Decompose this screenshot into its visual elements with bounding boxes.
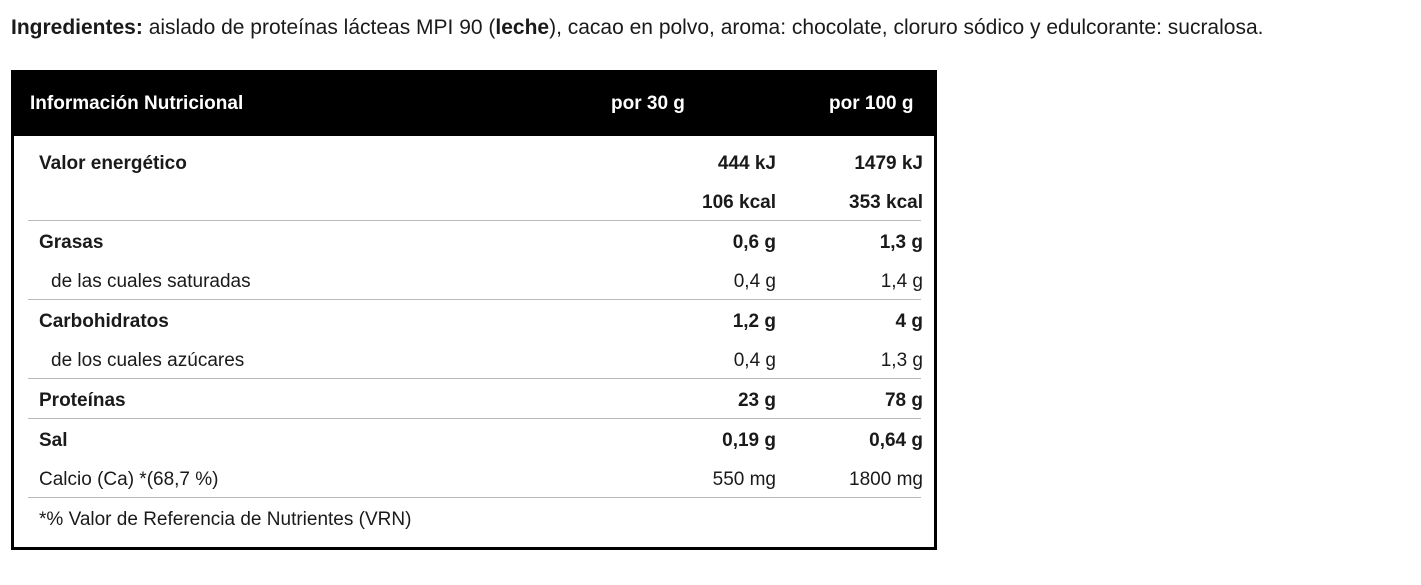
header-nutrition-info: Información Nutricional	[30, 93, 244, 114]
value-per-30g: 106 kcal	[702, 192, 776, 213]
table-row: Grasas 0,6 g 1,3 g	[28, 231, 923, 269]
nutrition-table: Información Nutricional por 30 g por 100…	[11, 70, 937, 550]
value-per-100g: 353 kcal	[849, 192, 923, 213]
row-label: Carbohidratos	[39, 311, 169, 332]
row-divider	[28, 378, 921, 379]
table-row: 106 kcal 353 kcal	[28, 191, 923, 229]
ingredients-text-part-2: ), cacao en polvo, aroma: chocolate, clo…	[549, 16, 1264, 39]
allergen-text: leche	[495, 16, 550, 39]
row-divider	[28, 497, 921, 498]
value-per-30g: 1,2 g	[732, 311, 776, 332]
value-per-100g: 4 g	[895, 311, 923, 332]
value-per-100g: 0,64 g	[869, 430, 923, 451]
table-row: Proteínas 23 g 78 g	[28, 389, 923, 427]
value-per-100g: 1,4 g	[880, 271, 923, 292]
row-label: de los cuales azúcares	[51, 350, 245, 371]
value-per-30g: 23 g	[737, 390, 776, 411]
ingredients-label: Ingredientes:	[11, 16, 143, 39]
value-per-30g: 550 mg	[712, 469, 776, 490]
header-per-100g: por 100 g	[829, 93, 914, 114]
value-per-30g: 444 kJ	[717, 153, 776, 174]
table-row: Valor energético 444 kJ 1479 kJ	[28, 152, 923, 190]
table-row: de los cuales azúcares 0,4 g 1,3 g	[28, 349, 923, 387]
header-per-30g: por 30 g	[611, 93, 685, 114]
nutrition-table-header: Información Nutricional por 30 g por 100…	[14, 73, 934, 136]
table-row: de las cuales saturadas 0,4 g 1,4 g	[28, 270, 923, 308]
row-divider	[28, 418, 921, 419]
row-label: Proteínas	[39, 390, 126, 411]
footnote: *% Valor de Referencia de Nutrientes (VR…	[39, 509, 412, 530]
table-row: Calcio (Ca) *(68,7 %) 550 mg 1800 mg	[28, 468, 923, 506]
table-row: Carbohidratos 1,2 g 4 g	[28, 310, 923, 348]
ingredients-text: Ingredientes: aislado de proteínas lácte…	[11, 14, 1421, 42]
table-row: Sal 0,19 g 0,64 g	[28, 429, 923, 467]
value-per-100g: 78 g	[884, 390, 923, 411]
value-per-100g: 1,3 g	[880, 350, 923, 371]
row-label: Sal	[39, 430, 68, 451]
row-label: de las cuales saturadas	[51, 271, 251, 292]
row-label: Valor energético	[39, 153, 187, 174]
row-label: Grasas	[39, 232, 104, 253]
value-per-100g: 1479 kJ	[854, 153, 923, 174]
value-per-30g: 0,4 g	[733, 271, 776, 292]
value-per-100g: 1,3 g	[879, 232, 923, 253]
row-divider	[28, 299, 921, 300]
row-divider	[28, 220, 921, 221]
row-label: Calcio (Ca) *(68,7 %)	[39, 469, 219, 490]
value-per-100g: 1800 mg	[849, 469, 923, 490]
value-per-30g: 0,6 g	[732, 232, 776, 253]
value-per-30g: 0,19 g	[722, 430, 776, 451]
ingredients-text-part-1: aislado de proteínas lácteas MPI 90 (	[142, 16, 496, 39]
value-per-30g: 0,4 g	[733, 350, 776, 371]
